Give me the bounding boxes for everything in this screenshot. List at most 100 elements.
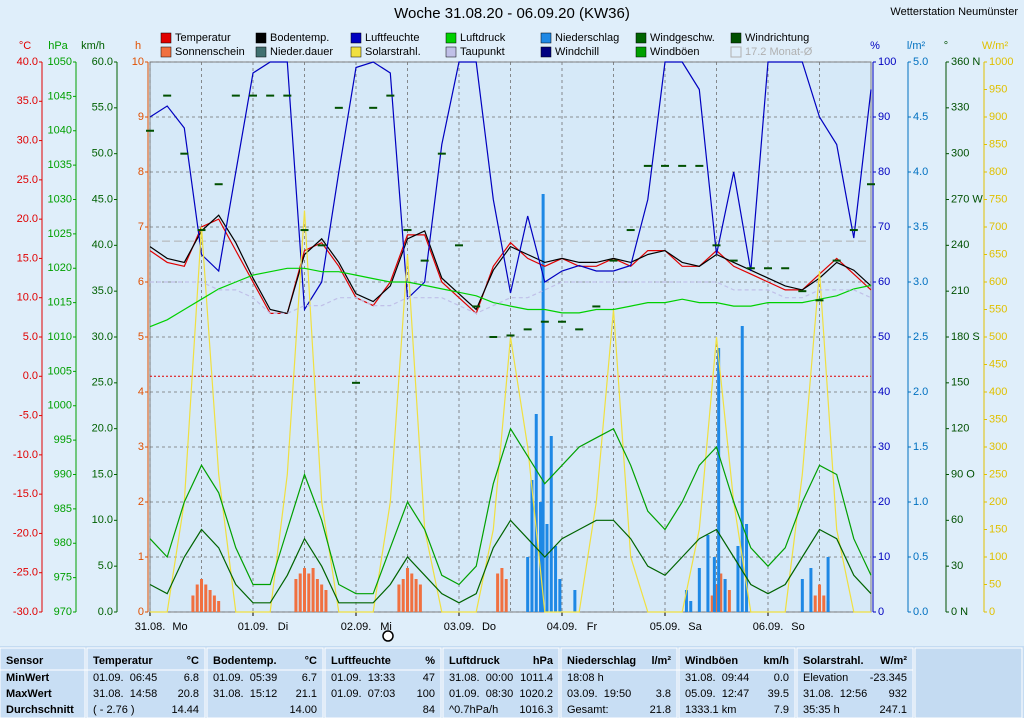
series-line (150, 281, 872, 315)
table-cell-text: Gesamt: (567, 704, 609, 716)
table-cell-text: 01.09. 05:39 (213, 672, 277, 684)
table-cell-value: 1020.2 (519, 688, 553, 700)
wind-direction-dot (849, 229, 858, 232)
bar (710, 595, 714, 612)
axis-tick-label: 950 (989, 83, 1007, 95)
axis-tick-label: 4 (138, 386, 144, 398)
table-column-unit: % (425, 655, 435, 667)
axis-tick-label: 40 (878, 386, 890, 398)
x-day-label: Mo (172, 621, 187, 633)
table-cell (324, 647, 442, 718)
axis-tick-label: 1010 (48, 331, 72, 343)
cursor-icon[interactable] (382, 630, 394, 642)
legend-label: Temperatur (175, 32, 231, 44)
axis-tick-label: 55.0 (92, 102, 113, 114)
wind-direction-dot (403, 229, 412, 232)
table-cell-value: 6.7 (302, 672, 317, 684)
wind-direction-dot (746, 267, 755, 270)
legend-swatch (635, 32, 647, 44)
bar (549, 436, 553, 612)
axis-tick-label: 30 (951, 560, 963, 572)
bar (697, 568, 701, 612)
legend-label: Nieder.dauer (270, 46, 333, 58)
axis-tick-label: 120 (951, 423, 969, 435)
legend-swatch (255, 32, 267, 44)
legend-swatch (540, 46, 552, 58)
axis-tick-label: 990 (54, 468, 72, 480)
bar (813, 595, 817, 612)
x-tick-label: 06.09. (753, 621, 784, 633)
bar (826, 557, 830, 612)
axis-tick-label: 20.0 (92, 423, 113, 435)
bar (311, 568, 315, 612)
table-cell-value: 14.00 (289, 704, 317, 716)
axis-tick-label: 9 (138, 111, 144, 123)
wind-direction-dot (506, 334, 515, 337)
axis-tick-label: -25.0 (13, 567, 38, 579)
table-cell-text: 01.09. 06:45 (93, 672, 157, 684)
table-cell-text: ^0.7hPa/h (449, 704, 498, 716)
axis-unit: °C (19, 40, 31, 52)
bar (712, 557, 716, 612)
bar (195, 584, 199, 612)
table-cell-value: 39.5 (768, 688, 789, 700)
table-cell-text: 18:08 h (567, 672, 604, 684)
table-header: Sensor (6, 655, 44, 667)
x-day-label: Mi (380, 621, 392, 633)
wind-direction-dot (867, 183, 875, 186)
axis-tick-label: 0.0 (23, 370, 38, 382)
axis-tick-label: -10.0 (13, 449, 38, 461)
axis-tick-label: 0 (989, 606, 995, 618)
table-cell-value: 21.1 (296, 688, 317, 700)
legend-label: Sonnenschein (175, 46, 245, 58)
axis-tick-label: 1000 (989, 56, 1013, 68)
table-row-label: Durchschnitt (6, 704, 74, 716)
table-cell-text: 01.09. 07:03 (331, 688, 395, 700)
axis-tick-label: 300 (951, 148, 969, 160)
table-column-title: Solarstrahl. (803, 655, 864, 667)
bar (401, 579, 405, 612)
bar (315, 579, 319, 612)
wind-direction-dot (712, 244, 721, 247)
wind-direction-dot (300, 229, 309, 232)
table-cell-value: 1011.4 (520, 672, 553, 684)
axis-tick-label: 975 (54, 572, 72, 584)
table-cell-text: 03.09. 19:50 (567, 688, 631, 700)
axis-tick-label: 0 N (951, 606, 968, 618)
axis-tick-label: 1000 (48, 400, 72, 412)
axis-tick-label: 10 (132, 56, 144, 68)
table-cell-text: 31.08. 09:44 (685, 672, 749, 684)
axis-tick-label: 3.5 (913, 221, 928, 233)
axis-tick-label: 270 W (951, 193, 983, 205)
table-cell-text: 31.08. 15:12 (213, 688, 277, 700)
table-cell-value: 84 (423, 704, 435, 716)
axis-tick-label: 4.0 (913, 166, 928, 178)
axis-tick-label: 240 (951, 239, 969, 251)
wind-direction-dot (729, 259, 738, 262)
axis-tick-label: 700 (989, 221, 1007, 233)
legend-swatch (350, 46, 362, 58)
axis-tick-label: 750 (989, 193, 1007, 205)
axis-tick-label: 150 (989, 523, 1007, 535)
legend-label: Luftfeuchte (365, 32, 419, 44)
bar (406, 568, 409, 612)
axis-tick-label: 20 (878, 496, 890, 508)
bar (496, 573, 500, 612)
legend-label: Luftdruck (460, 32, 506, 44)
table-cell-text: 05.09. 12:47 (685, 688, 749, 700)
series-line (149, 267, 872, 328)
wind-direction-dot (661, 164, 669, 167)
axis-tick-label: 800 (989, 166, 1007, 178)
axis-unit: % (870, 40, 880, 52)
axis-tick-label: -30.0 (13, 606, 38, 618)
table-cell-value: 21.8 (650, 704, 671, 716)
table-cell-text: 31.08. 12:56 (803, 688, 867, 700)
legend-label: Windchill (555, 46, 599, 58)
bar (717, 348, 721, 612)
bar (307, 573, 311, 612)
table-cell-value: 14.44 (171, 704, 199, 716)
axis-tick-label: 2.0 (913, 386, 928, 398)
bar (500, 568, 504, 612)
axis-tick-label: 400 (989, 386, 1007, 398)
